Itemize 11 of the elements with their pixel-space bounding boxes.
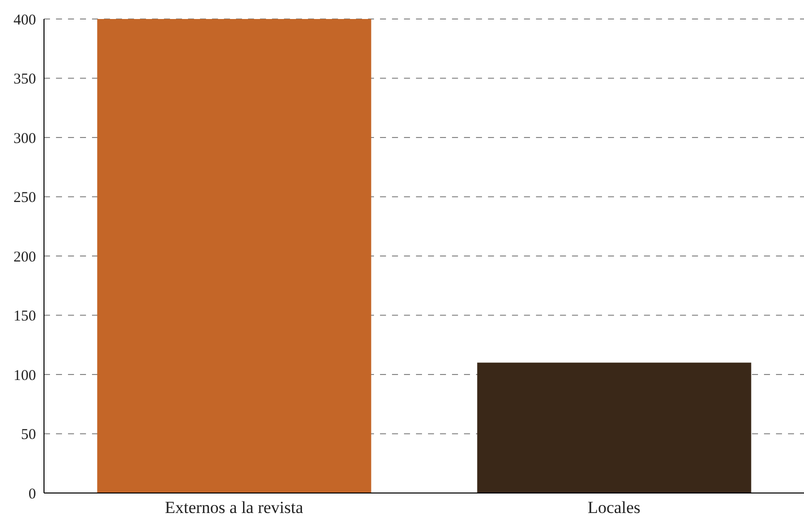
- y-tick-label: 50: [21, 427, 36, 444]
- y-tick-label: 150: [14, 308, 36, 325]
- x-tick-label: Externos a la revista: [164, 498, 304, 518]
- y-tick-label: 300: [14, 130, 36, 147]
- y-tick-label: 200: [14, 249, 36, 266]
- x-tick-label: Locales: [588, 498, 640, 518]
- y-tick-label: 350: [14, 72, 36, 88]
- y-tick-label: 100: [14, 368, 36, 384]
- y-tick-label: 400: [14, 12, 36, 28]
- y-tick-label: 250: [14, 190, 36, 206]
- y-tick-label: 0: [28, 486, 36, 502]
